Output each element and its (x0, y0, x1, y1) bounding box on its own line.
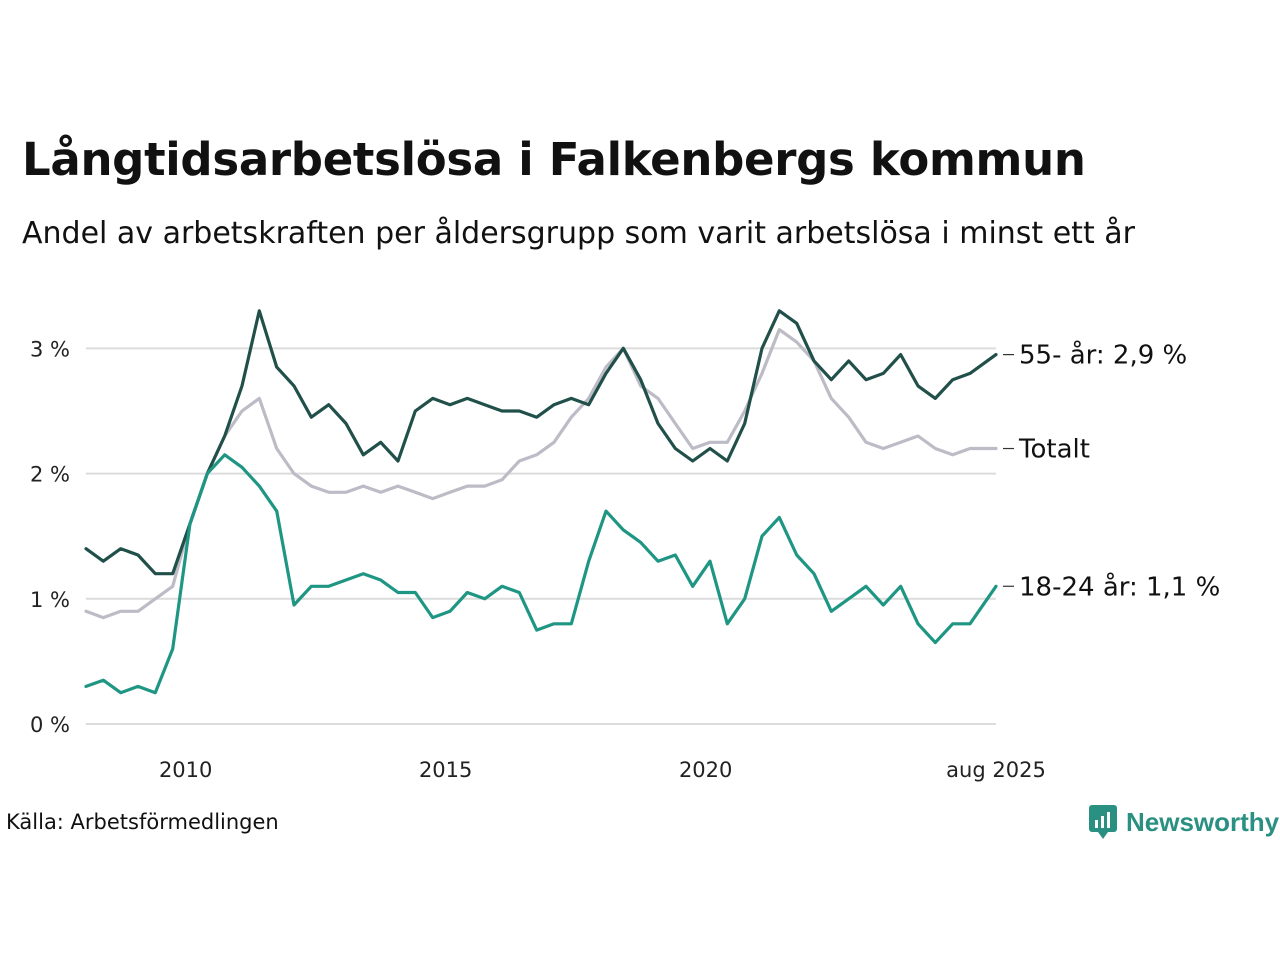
y-tick-label: 2 % (30, 463, 70, 487)
series-line (84, 309, 998, 576)
y-tick-label: 3 % (30, 337, 70, 361)
source-note: Källa: Arbetsförmedlingen (6, 810, 279, 834)
y-tick-label: 1 % (30, 588, 70, 612)
y-tick-label: 0 % (30, 713, 70, 737)
series-end-label: 18-24 år: 1,1 % (1019, 571, 1220, 602)
newsworthy-logo-text: Newsworthy (1126, 806, 1280, 837)
chart-title: Långtidsarbetslösa i Falkenbergs kommun (22, 133, 1086, 186)
series-line (84, 453, 998, 695)
x-tick-label: 2010 (159, 758, 212, 782)
x-tick-label: 2020 (679, 758, 732, 782)
x-tick-label: aug 2025 (946, 758, 1046, 782)
chart-subtitle: Andel av arbetskraften per åldersgrupp s… (22, 216, 1135, 251)
series-end-label: 55- år: 2,9 % (1019, 340, 1187, 371)
series-end-label: Totalt (1018, 435, 1090, 465)
newsworthy-logo-icon (1089, 805, 1117, 839)
series-line (84, 328, 998, 620)
x-tick-label: 2015 (419, 758, 472, 782)
newsworthy-logo: Newsworthy (1088, 804, 1279, 840)
